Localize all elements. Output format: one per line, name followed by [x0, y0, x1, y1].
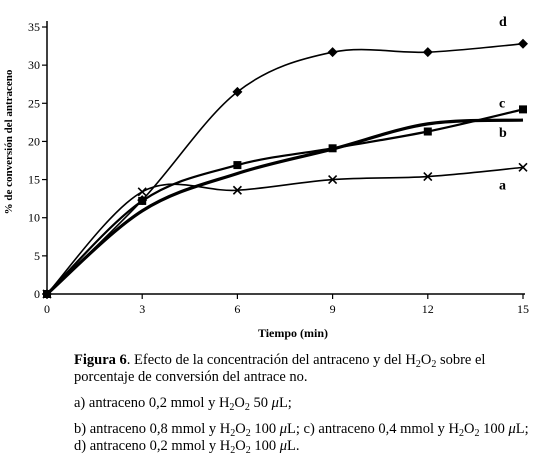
caption-text: sobre el porcentaje de conversión del an… — [74, 352, 486, 385]
mu-symbol: μ — [279, 421, 288, 437]
subscript: 2 — [415, 359, 421, 370]
x-tick-label: 15 — [517, 302, 529, 316]
y-tick-label: 35 — [28, 20, 40, 34]
data-point-a — [423, 171, 433, 182]
figure-caption: Figura 6. Efecto de la concentración del… — [74, 352, 529, 386]
series-line-a — [46, 166, 524, 295]
caption-text: L; c) antraceno 0,4 mmol y H — [287, 421, 459, 437]
x-tick-label: 6 — [234, 302, 240, 316]
data-point-a — [518, 162, 528, 172]
caption-text: a) antraceno 0,2 mmol y H — [74, 395, 230, 411]
subscript: 2 — [245, 428, 251, 439]
subscript: 2 — [474, 428, 480, 439]
y-tick-label: 30 — [28, 58, 40, 72]
data-point-a — [328, 175, 338, 185]
subscript: 2 — [431, 359, 437, 370]
series-line-c — [46, 108, 524, 295]
data-point-d — [327, 47, 338, 58]
y-tick-label: 25 — [28, 96, 40, 110]
subscript: 2 — [245, 445, 251, 456]
series-line-b — [45, 118, 524, 296]
caption-text: O — [463, 421, 475, 437]
caption-text: 100 — [479, 421, 509, 437]
caption-text: . Efecto de la concentración del antrace… — [126, 352, 416, 368]
y-axis-label: % de conversión del antraceno — [3, 69, 15, 214]
mu-symbol: μ — [508, 421, 516, 437]
y-tick-label: 5 — [34, 249, 40, 263]
caption-text: 50 — [249, 395, 272, 411]
caption-text: O — [235, 438, 246, 454]
y-tick-label: 15 — [28, 173, 40, 187]
caption-text: 100 — [250, 421, 280, 437]
x-tick-label: 12 — [422, 302, 434, 316]
caption-text: b) antraceno 0,8 mmol y H — [74, 421, 231, 437]
subscript: 2 — [230, 428, 236, 439]
chart-series: a bc d — [42, 15, 528, 299]
series-label-b: b — [499, 126, 507, 141]
caption-text: L. — [287, 438, 300, 454]
data-point-d — [518, 38, 528, 49]
caption-text: O — [234, 395, 245, 411]
x-axis-label: Tiempo (min) — [258, 326, 328, 340]
series-label-a: a — [499, 178, 506, 193]
caption-text: L; d) antraceno 0,2 mmol y H — [74, 421, 529, 454]
data-point-a — [137, 187, 147, 197]
caption-text: L; — [278, 395, 292, 411]
x-tick-label: 0 — [44, 302, 50, 316]
figure-label: Figura 6 — [74, 352, 127, 368]
x-tick-label: 9 — [330, 302, 336, 316]
data-point-c — [423, 127, 432, 136]
series-label-c: c — [499, 96, 505, 111]
x-tick-label: 3 — [139, 302, 145, 316]
caption-text: 100 — [250, 438, 280, 454]
caption-text: O — [420, 352, 432, 368]
chart-ticks: 0 3 6 9 12 15 0 5 10 15 20 25 30 35 — [28, 20, 529, 316]
data-point-c — [519, 105, 527, 114]
y-tick-label: 20 — [28, 134, 40, 148]
subscript: 2 — [229, 402, 235, 413]
caption-item-a: a) antraceno 0,2 mmol y H2O2 50 μL; — [74, 395, 529, 413]
data-point-c — [328, 144, 337, 153]
mu-symbol: μ — [271, 395, 279, 411]
data-point-d — [137, 195, 148, 206]
data-point-a — [232, 185, 242, 195]
caption-items-bcd: b) antraceno 0,8 mmol y H2O2 100 μL; c) … — [74, 421, 529, 456]
series-line-d — [46, 42, 524, 295]
subscript: 2 — [458, 428, 464, 439]
caption-text: O — [235, 421, 246, 437]
data-point-d — [422, 47, 433, 58]
data-point-d — [232, 86, 243, 97]
mu-symbol: μ — [279, 438, 288, 454]
data-point-c — [233, 161, 242, 170]
subscript: 2 — [244, 402, 250, 413]
data-point-d — [42, 289, 52, 299]
y-tick-label: 10 — [28, 211, 40, 225]
chart-axes — [46, 21, 525, 295]
line-chart: 0 3 6 9 12 15 0 5 10 15 20 25 30 35 a bc d Tiempo (min)… — [3, 15, 529, 340]
subscript: 2 — [230, 445, 236, 456]
y-tick-label: 0 — [34, 287, 40, 301]
series-label-d: d — [499, 15, 507, 30]
